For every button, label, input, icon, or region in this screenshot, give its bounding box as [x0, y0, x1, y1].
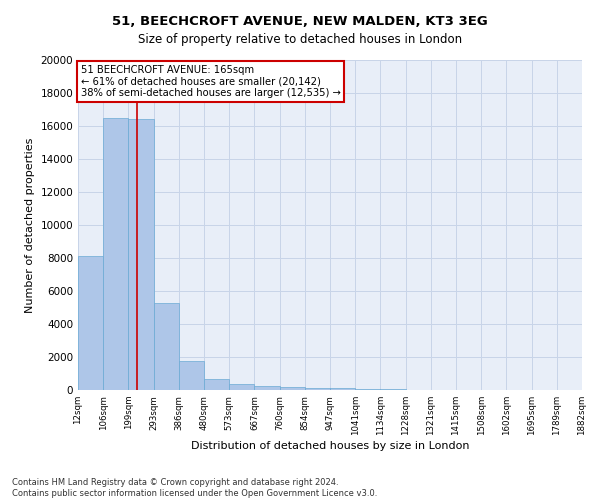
- Bar: [254, 386, 280, 390]
- Bar: [78, 256, 103, 390]
- Bar: [179, 361, 204, 390]
- Bar: [380, 389, 406, 390]
- Bar: [229, 384, 254, 390]
- Bar: [280, 386, 305, 390]
- Bar: [355, 389, 380, 390]
- Bar: [154, 302, 179, 390]
- Text: 51 BEECHCROFT AVENUE: 165sqm
← 61% of detached houses are smaller (20,142)
38% o: 51 BEECHCROFT AVENUE: 165sqm ← 61% of de…: [80, 65, 340, 98]
- Text: Size of property relative to detached houses in London: Size of property relative to detached ho…: [138, 32, 462, 46]
- X-axis label: Distribution of detached houses by size in London: Distribution of detached houses by size …: [191, 441, 469, 451]
- Bar: [305, 388, 330, 390]
- Bar: [330, 388, 355, 390]
- Y-axis label: Number of detached properties: Number of detached properties: [25, 138, 35, 312]
- Text: 51, BEECHCROFT AVENUE, NEW MALDEN, KT3 3EG: 51, BEECHCROFT AVENUE, NEW MALDEN, KT3 3…: [112, 15, 488, 28]
- Bar: [128, 120, 154, 390]
- Bar: [103, 118, 128, 390]
- Text: Contains HM Land Registry data © Crown copyright and database right 2024.
Contai: Contains HM Land Registry data © Crown c…: [12, 478, 377, 498]
- Bar: [204, 380, 229, 390]
